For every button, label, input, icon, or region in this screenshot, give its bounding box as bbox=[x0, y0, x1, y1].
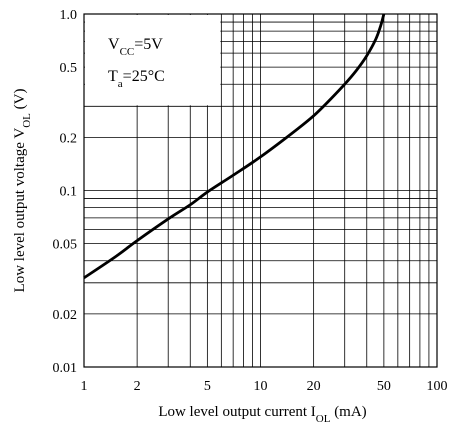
x-tick-label: 10 bbox=[254, 379, 268, 394]
tick-labels: 1 2 5 10 20 50 100 0.01 0.02 0.05 0.1 0.2 0.5 1.0 bbox=[53, 8, 448, 394]
conditions-note: VCC=5V Ta=25°C bbox=[108, 36, 165, 90]
plot-frame bbox=[83, 13, 438, 368]
x-tick-label: 20 bbox=[307, 379, 321, 394]
y-tick-label: 0.05 bbox=[53, 238, 78, 253]
x-axis-title: Low level output current IOL (mA) bbox=[158, 404, 366, 425]
x-tick-label: 5 bbox=[204, 379, 211, 394]
y-tick-label: 0.01 bbox=[53, 361, 78, 376]
y-tick-label: 0.02 bbox=[53, 308, 78, 323]
x-tick-label: 2 bbox=[134, 379, 141, 394]
y-axis-title: Low level output voltage VOL (V) bbox=[12, 89, 33, 293]
y-tick-label: 0.5 bbox=[60, 61, 78, 76]
series-line bbox=[83, 13, 386, 280]
x-tick-label: 50 bbox=[377, 379, 391, 394]
ta-condition: Ta=25°C bbox=[108, 68, 165, 90]
y-tick-label: 0.1 bbox=[60, 185, 78, 200]
y-tick-label: 1.0 bbox=[60, 8, 78, 23]
grid bbox=[84, 14, 437, 367]
x-tick-label: 1 bbox=[81, 379, 88, 394]
y-tick-label: 0.2 bbox=[60, 131, 78, 146]
x-tick-label: 100 bbox=[427, 379, 448, 394]
vcc-condition: VCC=5V bbox=[108, 36, 163, 58]
conditions-box bbox=[85, 15, 221, 106]
